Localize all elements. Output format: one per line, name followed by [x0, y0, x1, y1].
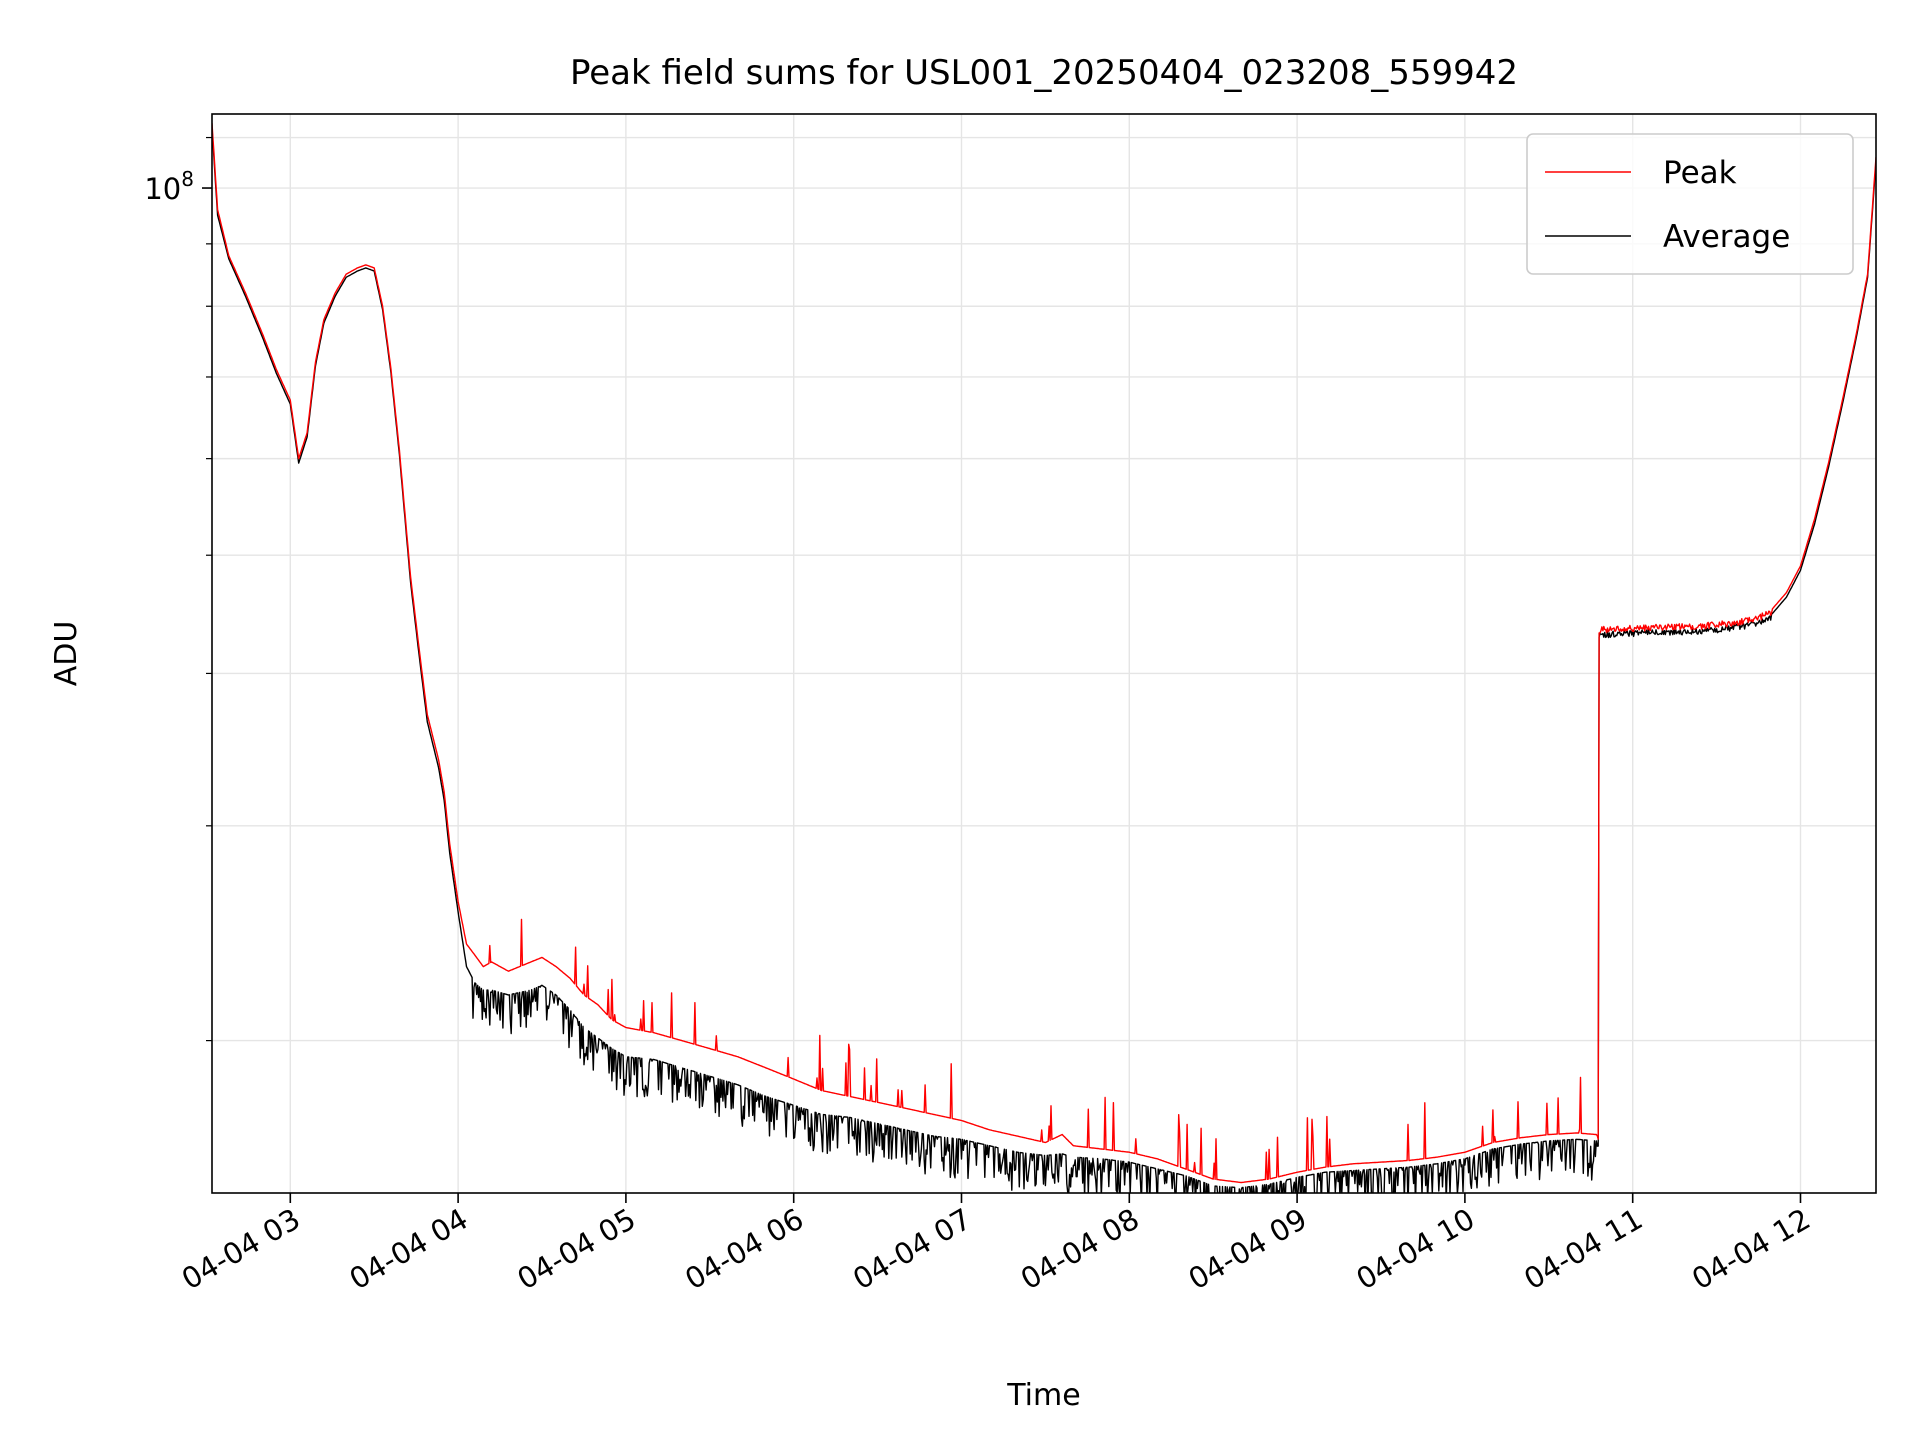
- series-line-peak: [212, 123, 1876, 1184]
- y-tick-label: 108: [144, 167, 194, 206]
- chart-title: Peak field sums for USL001_20250404_0232…: [570, 53, 1518, 93]
- y-tick-label-base: 10: [144, 172, 181, 206]
- y-axis-label: ADU: [49, 621, 84, 687]
- legend-label-average: Average: [1663, 219, 1790, 255]
- y-tick-label-exponent: 8: [181, 167, 194, 191]
- legend-box: [1526, 133, 1854, 275]
- plot-frame: [211, 113, 1877, 1194]
- x-axis-label: Time: [1006, 1378, 1080, 1413]
- series-group: [212, 123, 1876, 1193]
- legend-label-peak: Peak: [1663, 155, 1737, 191]
- legend: Peak Average: [1526, 133, 1854, 275]
- y-axis: 108: [144, 136, 212, 1042]
